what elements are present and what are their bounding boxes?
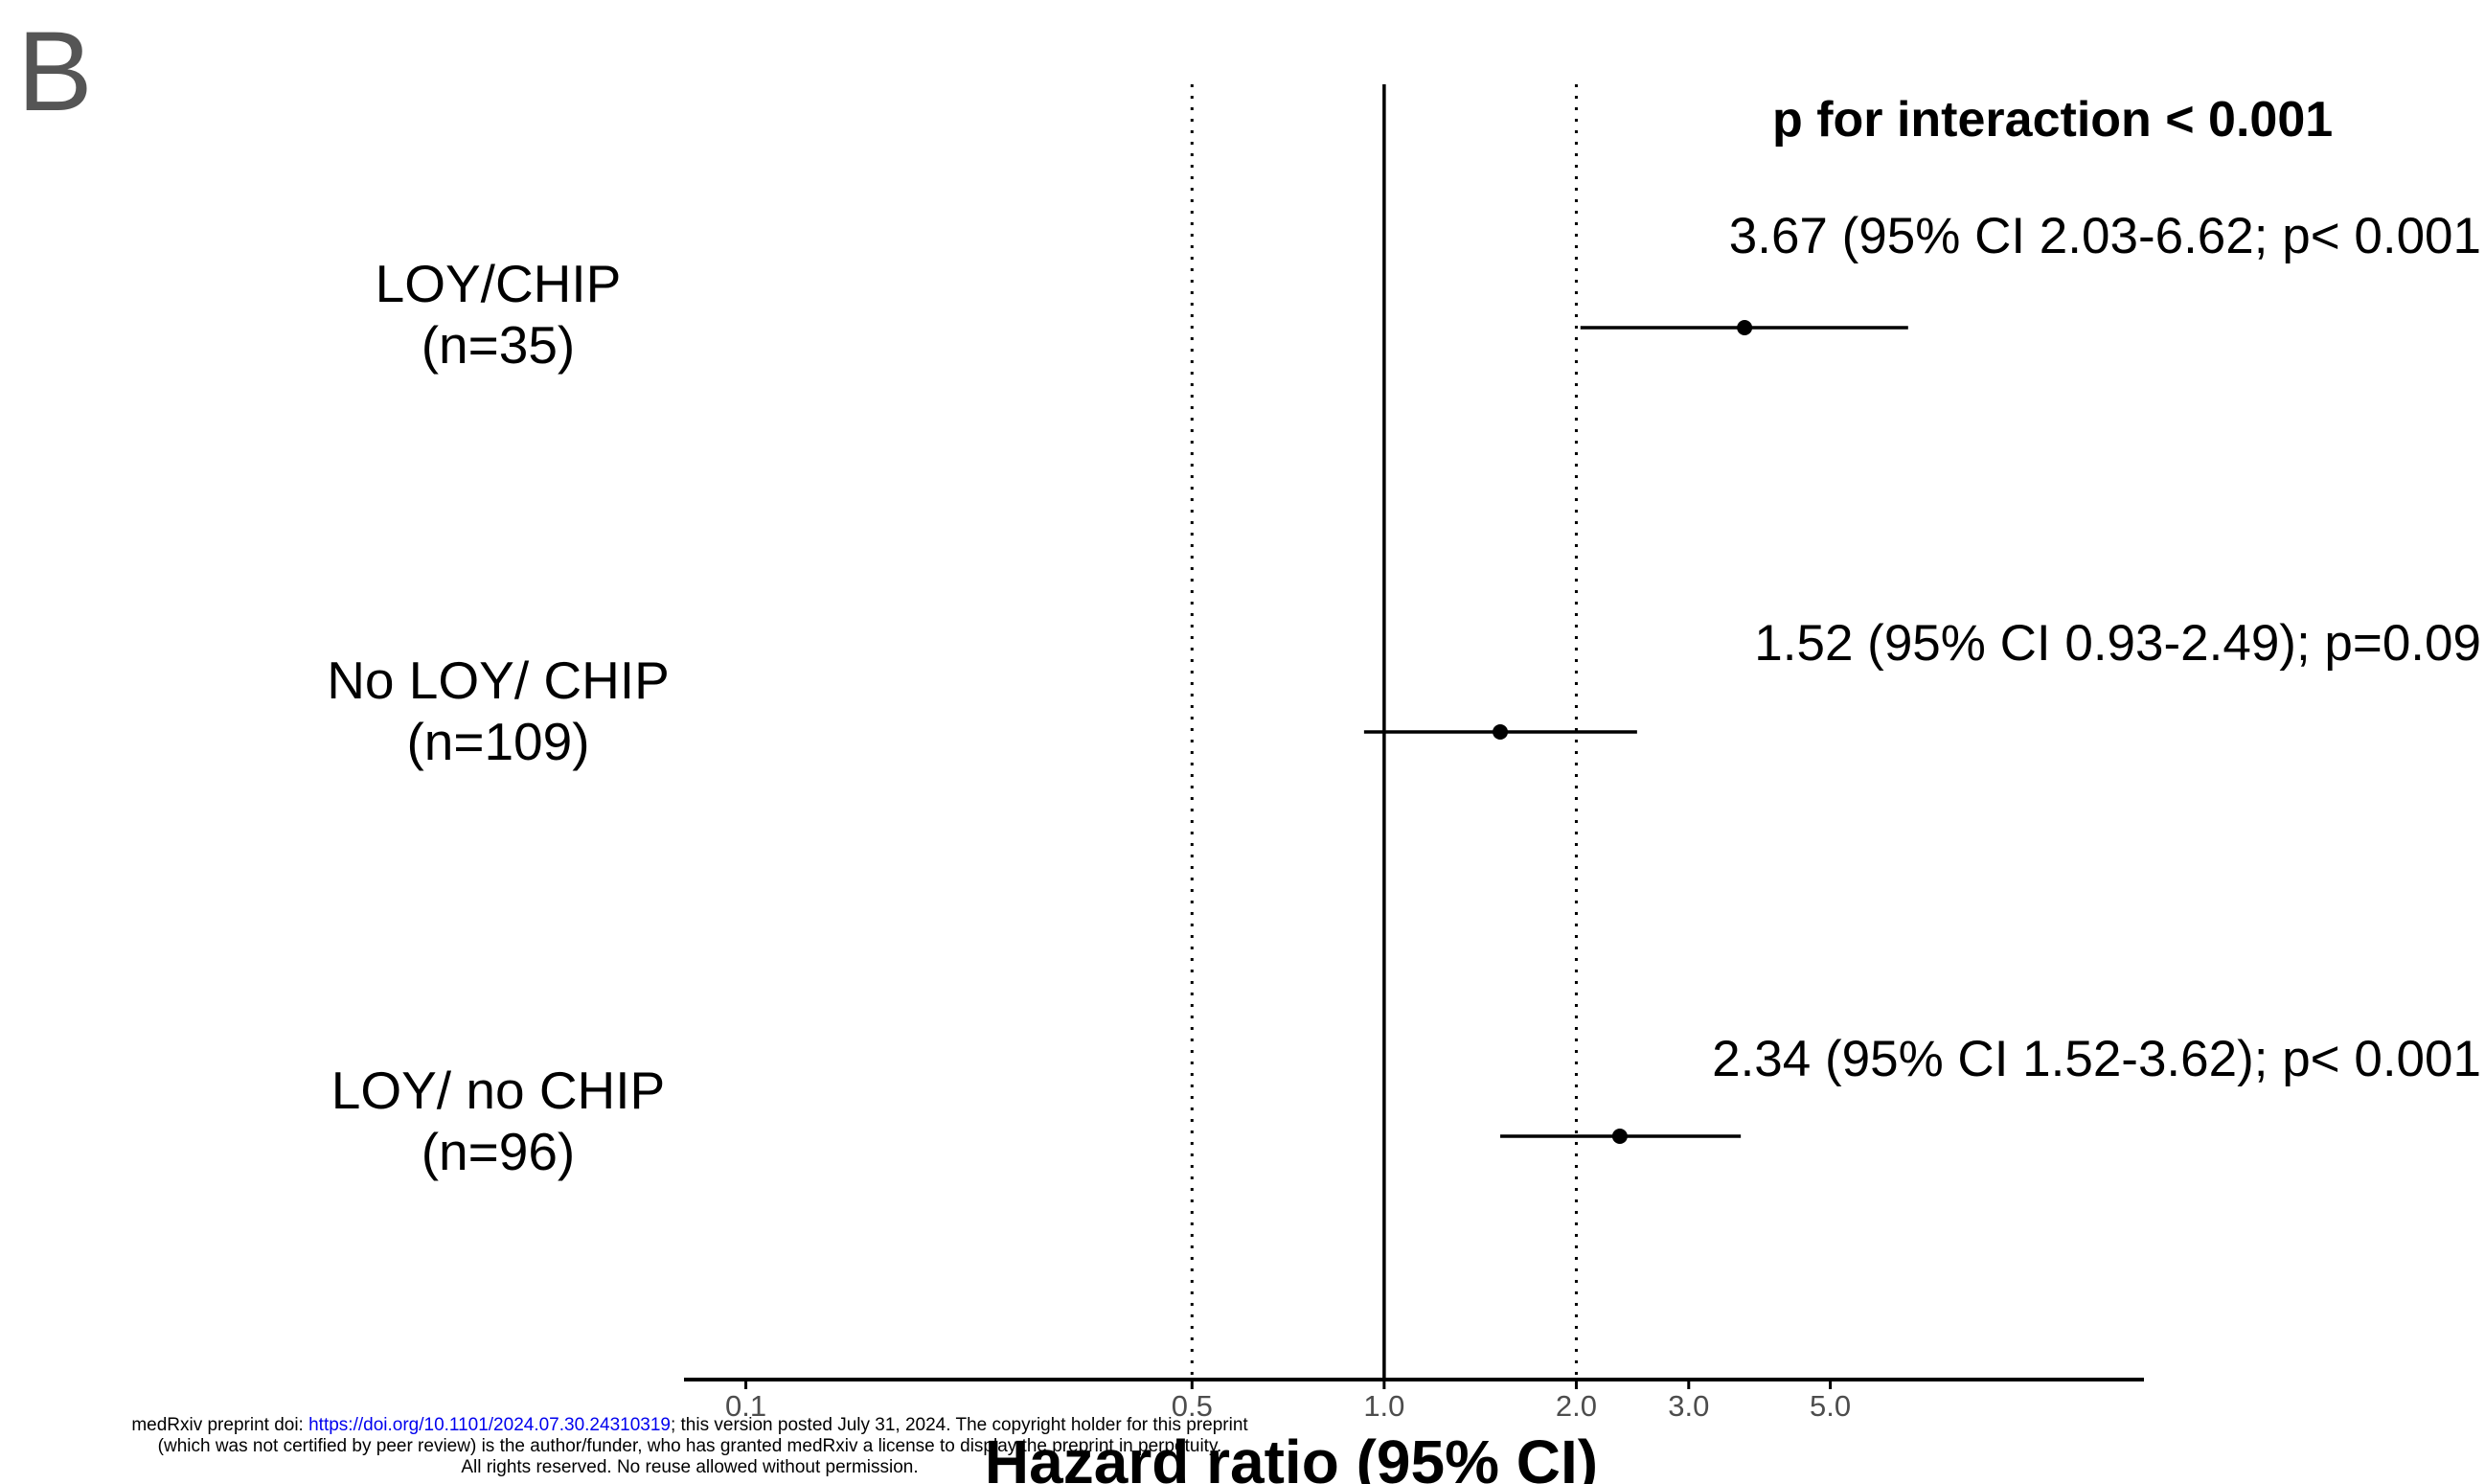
panel-label: B	[17, 9, 93, 135]
row-label: LOY/CHIP	[376, 254, 622, 313]
forest-row: LOY/ no CHIP(n=96) 2.34 (95% CI 1.52-3.62…	[331, 1031, 2481, 1181]
footer-line-3: All rights reserved. No reuse allowed wi…	[461, 1457, 919, 1477]
row-sample-size: (n=109)	[406, 712, 589, 771]
x-tick-label: 0.5	[1172, 1389, 1213, 1423]
interaction-annotation: p for interaction < 0.001	[1772, 92, 2333, 148]
x-tick-label: 3.0	[1668, 1389, 1709, 1423]
row-sample-size: (n=35)	[422, 315, 576, 375]
forest-row: LOY/CHIP(n=35) 3.67 (95% CI 2.03-6.62; p<…	[376, 208, 2481, 375]
row-result-text: 1.52 (95% CI 0.93-2.49); p=0.09	[1754, 615, 2481, 672]
x-tick-label: 2.0	[1556, 1389, 1597, 1423]
row-sample-size: (n=96)	[422, 1122, 576, 1181]
forest-rows: LOY/CHIP(n=35) 3.67 (95% CI 2.03-6.62; p<…	[327, 208, 2481, 1181]
hazard-ratio-point	[1493, 724, 1509, 740]
x-tick-label: 1.0	[1363, 1389, 1404, 1423]
x-axis-title: Hazard ratio (95% CI)	[985, 1427, 1598, 1484]
forest-row: No LOY/ CHIP(n=109) 1.52 (95% CI 0.93-2.4…	[327, 615, 2481, 771]
preprint-footer: medRxiv preprint doi: https://doi.org/10…	[0, 1415, 1379, 1478]
footer-line-2: (which was not certified by peer review)…	[157, 1436, 1222, 1456]
row-result-text: 2.34 (95% CI 1.52-3.62); p< 0.001	[1712, 1031, 2481, 1087]
row-result-text: 3.67 (95% CI 2.03-6.62; p< 0.001	[1729, 208, 2481, 264]
doi-link[interactable]: https://doi.org/10.1101/2024.07.30.24310…	[308, 1415, 671, 1435]
row-label: LOY/ no CHIP	[331, 1061, 665, 1120]
x-tick-label: 0.1	[725, 1389, 766, 1423]
x-tick-label: 5.0	[1810, 1389, 1851, 1423]
x-axis: 0.1 0.5 1.0 2.0 3.0 5.0	[684, 1378, 2144, 1423]
row-label: No LOY/ CHIP	[327, 651, 670, 710]
hazard-ratio-point	[1737, 320, 1753, 335]
hazard-ratio-point	[1611, 1129, 1628, 1144]
footer-line-1: medRxiv preprint doi: https://doi.org/10…	[131, 1415, 1248, 1435]
